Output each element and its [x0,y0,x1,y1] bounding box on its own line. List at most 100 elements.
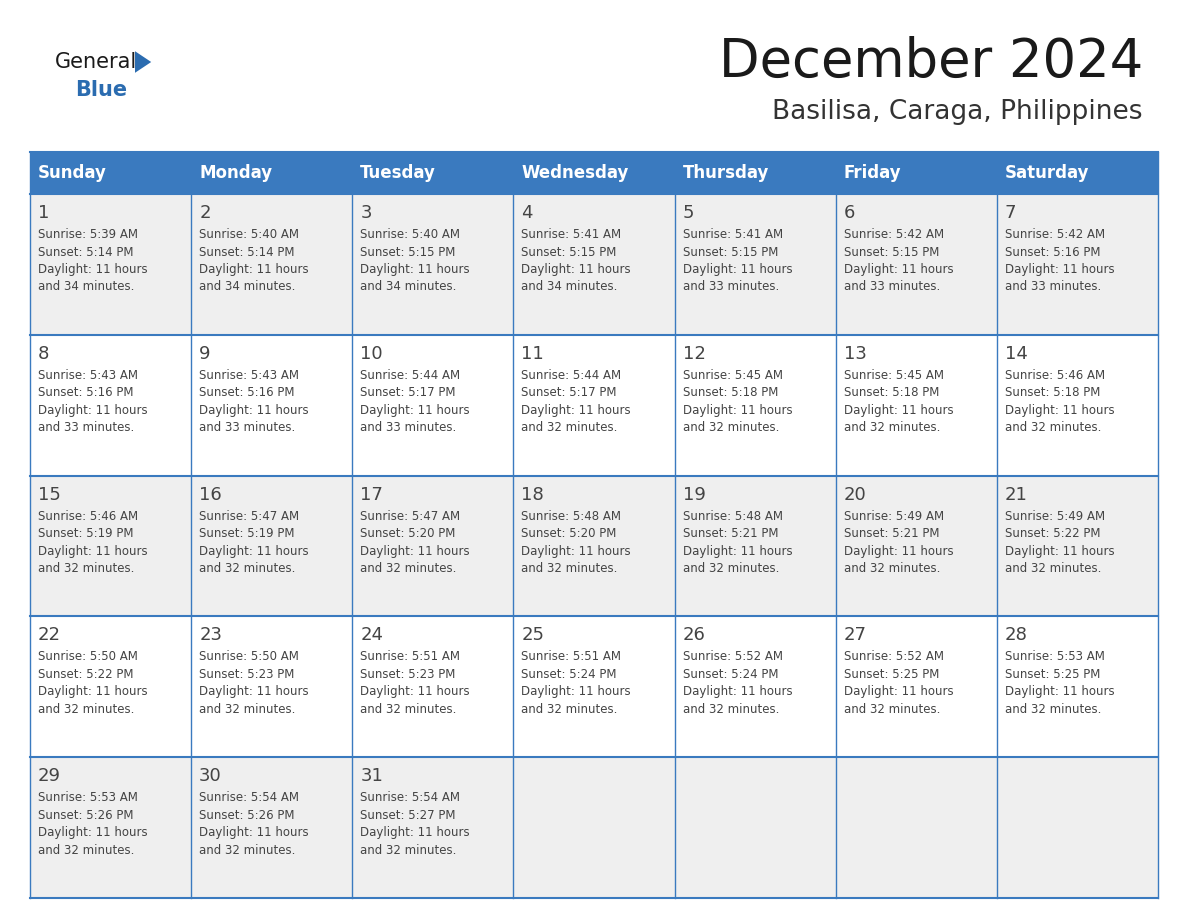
Text: Sunrise: 5:45 AM: Sunrise: 5:45 AM [683,369,783,382]
Text: Sunset: 5:15 PM: Sunset: 5:15 PM [360,245,456,259]
Text: and 32 minutes.: and 32 minutes. [360,844,456,856]
Text: 16: 16 [200,486,222,504]
Text: 24: 24 [360,626,384,644]
Text: Daylight: 11 hours: Daylight: 11 hours [38,404,147,417]
Text: Sunrise: 5:54 AM: Sunrise: 5:54 AM [360,791,460,804]
Text: Daylight: 11 hours: Daylight: 11 hours [843,404,953,417]
Text: Sunset: 5:23 PM: Sunset: 5:23 PM [200,668,295,681]
Text: and 32 minutes.: and 32 minutes. [200,703,296,716]
Text: 22: 22 [38,626,61,644]
Text: Sunrise: 5:47 AM: Sunrise: 5:47 AM [360,509,461,522]
Text: and 34 minutes.: and 34 minutes. [360,281,456,294]
Text: Sunset: 5:22 PM: Sunset: 5:22 PM [1005,527,1100,540]
Text: Daylight: 11 hours: Daylight: 11 hours [843,263,953,276]
Text: Sunset: 5:21 PM: Sunset: 5:21 PM [843,527,940,540]
Text: Sunrise: 5:49 AM: Sunrise: 5:49 AM [1005,509,1105,522]
Text: General: General [55,52,138,72]
Text: Daylight: 11 hours: Daylight: 11 hours [522,686,631,699]
Text: Tuesday: Tuesday [360,164,436,182]
Text: Daylight: 11 hours: Daylight: 11 hours [843,544,953,557]
Text: Sunset: 5:23 PM: Sunset: 5:23 PM [360,668,456,681]
Text: and 32 minutes.: and 32 minutes. [522,562,618,575]
Text: and 33 minutes.: and 33 minutes. [843,281,940,294]
Text: Sunrise: 5:42 AM: Sunrise: 5:42 AM [1005,228,1105,241]
Text: and 32 minutes.: and 32 minutes. [522,703,618,716]
Text: Sunset: 5:18 PM: Sunset: 5:18 PM [843,386,939,399]
Text: Sunrise: 5:44 AM: Sunrise: 5:44 AM [360,369,461,382]
Text: and 32 minutes.: and 32 minutes. [1005,562,1101,575]
Text: Daylight: 11 hours: Daylight: 11 hours [1005,686,1114,699]
Text: 27: 27 [843,626,867,644]
Text: Sunset: 5:17 PM: Sunset: 5:17 PM [360,386,456,399]
Text: 3: 3 [360,204,372,222]
Text: Sunrise: 5:50 AM: Sunrise: 5:50 AM [38,650,138,664]
Text: Daylight: 11 hours: Daylight: 11 hours [843,686,953,699]
Text: Sunset: 5:26 PM: Sunset: 5:26 PM [200,809,295,822]
Text: and 33 minutes.: and 33 minutes. [1005,281,1101,294]
Text: Daylight: 11 hours: Daylight: 11 hours [360,544,470,557]
Text: Sunset: 5:18 PM: Sunset: 5:18 PM [683,386,778,399]
Text: Wednesday: Wednesday [522,164,628,182]
Text: 18: 18 [522,486,544,504]
Text: Sunrise: 5:53 AM: Sunrise: 5:53 AM [38,791,138,804]
Text: and 32 minutes.: and 32 minutes. [360,562,456,575]
Text: Sunset: 5:21 PM: Sunset: 5:21 PM [683,527,778,540]
Text: 20: 20 [843,486,866,504]
Text: and 32 minutes.: and 32 minutes. [843,562,940,575]
Text: Sunset: 5:20 PM: Sunset: 5:20 PM [522,527,617,540]
Text: Daylight: 11 hours: Daylight: 11 hours [38,686,147,699]
Text: Basilisa, Caraga, Philippines: Basilisa, Caraga, Philippines [772,99,1143,125]
Text: Sunrise: 5:46 AM: Sunrise: 5:46 AM [38,509,138,522]
Text: Daylight: 11 hours: Daylight: 11 hours [200,826,309,839]
Text: and 32 minutes.: and 32 minutes. [1005,703,1101,716]
Text: and 32 minutes.: and 32 minutes. [683,703,779,716]
Text: 9: 9 [200,345,210,363]
Text: Sunrise: 5:49 AM: Sunrise: 5:49 AM [843,509,943,522]
Text: 8: 8 [38,345,50,363]
Text: 7: 7 [1005,204,1017,222]
Text: Sunset: 5:24 PM: Sunset: 5:24 PM [683,668,778,681]
Text: and 32 minutes.: and 32 minutes. [38,703,134,716]
Polygon shape [135,51,151,73]
Text: 21: 21 [1005,486,1028,504]
Text: Sunset: 5:16 PM: Sunset: 5:16 PM [1005,245,1100,259]
Text: Sunrise: 5:43 AM: Sunrise: 5:43 AM [200,369,299,382]
Text: Daylight: 11 hours: Daylight: 11 hours [200,686,309,699]
Text: Sunset: 5:27 PM: Sunset: 5:27 PM [360,809,456,822]
Text: and 32 minutes.: and 32 minutes. [1005,421,1101,434]
Text: Sunset: 5:15 PM: Sunset: 5:15 PM [843,245,939,259]
Text: Sunset: 5:18 PM: Sunset: 5:18 PM [1005,386,1100,399]
Text: Sunrise: 5:51 AM: Sunrise: 5:51 AM [360,650,460,664]
Text: Sunrise: 5:46 AM: Sunrise: 5:46 AM [1005,369,1105,382]
Text: and 32 minutes.: and 32 minutes. [360,703,456,716]
Text: Sunrise: 5:52 AM: Sunrise: 5:52 AM [683,650,783,664]
Text: Sunset: 5:15 PM: Sunset: 5:15 PM [683,245,778,259]
Text: Friday: Friday [843,164,902,182]
Text: Sunrise: 5:39 AM: Sunrise: 5:39 AM [38,228,138,241]
Text: Sunrise: 5:51 AM: Sunrise: 5:51 AM [522,650,621,664]
Text: Thursday: Thursday [683,164,769,182]
Text: 2: 2 [200,204,210,222]
Text: Sunset: 5:15 PM: Sunset: 5:15 PM [522,245,617,259]
Text: Daylight: 11 hours: Daylight: 11 hours [200,263,309,276]
Text: and 32 minutes.: and 32 minutes. [200,562,296,575]
Text: Daylight: 11 hours: Daylight: 11 hours [360,686,470,699]
Text: Daylight: 11 hours: Daylight: 11 hours [200,404,309,417]
Text: Sunset: 5:19 PM: Sunset: 5:19 PM [38,527,133,540]
Text: Sunset: 5:25 PM: Sunset: 5:25 PM [843,668,939,681]
Text: 15: 15 [38,486,61,504]
Text: Daylight: 11 hours: Daylight: 11 hours [360,263,470,276]
Text: Daylight: 11 hours: Daylight: 11 hours [38,826,147,839]
Text: Sunrise: 5:40 AM: Sunrise: 5:40 AM [200,228,299,241]
Text: Daylight: 11 hours: Daylight: 11 hours [522,263,631,276]
Text: 23: 23 [200,626,222,644]
Text: Sunset: 5:20 PM: Sunset: 5:20 PM [360,527,456,540]
Text: Sunset: 5:25 PM: Sunset: 5:25 PM [1005,668,1100,681]
Text: Sunrise: 5:41 AM: Sunrise: 5:41 AM [522,228,621,241]
Text: 5: 5 [683,204,694,222]
Text: Sunset: 5:16 PM: Sunset: 5:16 PM [38,386,133,399]
Text: Daylight: 11 hours: Daylight: 11 hours [360,826,470,839]
Text: Daylight: 11 hours: Daylight: 11 hours [683,544,792,557]
Text: and 32 minutes.: and 32 minutes. [38,562,134,575]
Text: 12: 12 [683,345,706,363]
